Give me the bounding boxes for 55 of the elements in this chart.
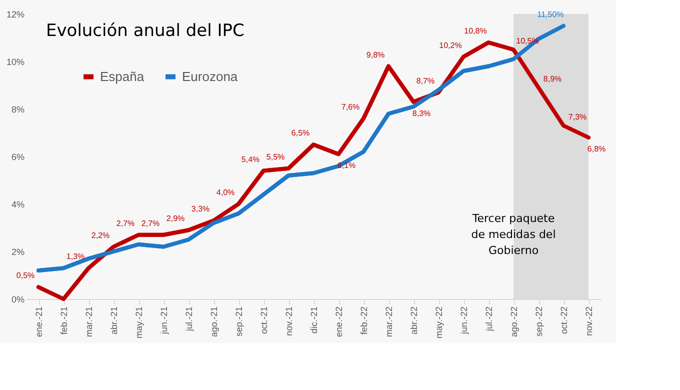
x-tick-label: feb.-22 bbox=[359, 306, 369, 335]
x-tick-label: mar.-21 bbox=[84, 306, 94, 338]
x-tick-label: may.-21 bbox=[134, 306, 144, 338]
x-tick-label: ago.-22 bbox=[509, 306, 519, 338]
y-tick-label: 6% bbox=[11, 152, 24, 162]
x-tick-label: oct.-22 bbox=[559, 306, 569, 334]
chart-title: Evolución anual del IPC bbox=[46, 21, 244, 41]
x-tick-label: jun.-22 bbox=[459, 306, 469, 336]
x-tick-label: sep.-22 bbox=[534, 306, 544, 337]
data-label: 10,8% bbox=[464, 26, 487, 36]
legend-label: Eurozona bbox=[182, 68, 238, 84]
x-tick-label: jul.-21 bbox=[184, 306, 194, 332]
x-tick-label: nov.-22 bbox=[584, 306, 594, 336]
data-label: 11,50% bbox=[537, 10, 564, 19]
band-label: Tercer paquete de medidas del Gobierno bbox=[471, 212, 556, 258]
data-label: 6,8% bbox=[587, 144, 606, 154]
data-label: 7,6% bbox=[341, 102, 360, 112]
y-tick-label: 8% bbox=[11, 104, 24, 114]
data-label: 7,3% bbox=[568, 112, 587, 122]
data-label: 6,5% bbox=[291, 128, 310, 138]
x-tick-label: sep.-21 bbox=[234, 306, 244, 337]
x-tick-label: abr.-22 bbox=[409, 306, 419, 335]
data-label: 3,3% bbox=[191, 204, 210, 214]
data-label: 8,3% bbox=[412, 108, 431, 118]
x-tick-label: abr.-21 bbox=[109, 306, 119, 335]
y-tick-label: 12% bbox=[6, 10, 24, 20]
y-tick-label: 4% bbox=[11, 200, 24, 210]
data-label: 2,7% bbox=[141, 218, 160, 228]
x-tick-label: may.-22 bbox=[434, 306, 444, 338]
x-tick-label: feb.-21 bbox=[59, 306, 69, 335]
data-label: 0,5% bbox=[16, 271, 35, 280]
data-label: 1,3% bbox=[66, 252, 85, 262]
data-label: 4,0% bbox=[216, 188, 235, 197]
data-label: 10,2% bbox=[439, 40, 462, 50]
x-tick-label: jun.-21 bbox=[159, 306, 169, 336]
y-tick-label: 2% bbox=[11, 247, 24, 257]
y-tick-label: 0% bbox=[11, 294, 24, 304]
x-tick-label: oct.-21 bbox=[259, 306, 269, 334]
data-label: 2,7% bbox=[116, 218, 135, 228]
x-tick-label: dic.-21 bbox=[309, 306, 319, 334]
data-label: 5,5% bbox=[266, 152, 285, 162]
x-tick-label: jul.-22 bbox=[484, 306, 494, 332]
data-label: 2,2% bbox=[91, 230, 110, 240]
x-tick-label: ene.-21 bbox=[34, 306, 44, 338]
x-tick-label: mar.-22 bbox=[384, 306, 394, 338]
data-label: 8,9% bbox=[543, 74, 562, 84]
data-label: 8,7% bbox=[416, 76, 435, 86]
x-tick-label: nov.-21 bbox=[284, 306, 294, 336]
legend-label: España bbox=[100, 68, 145, 84]
x-tick-label: ene.-22 bbox=[334, 306, 344, 338]
data-label: 2,9% bbox=[166, 214, 185, 224]
data-label: 9,8% bbox=[366, 50, 385, 60]
data-label: 5,4% bbox=[241, 154, 260, 164]
y-tick-label: 10% bbox=[6, 57, 24, 67]
x-tick-label: ago.-21 bbox=[209, 306, 219, 338]
